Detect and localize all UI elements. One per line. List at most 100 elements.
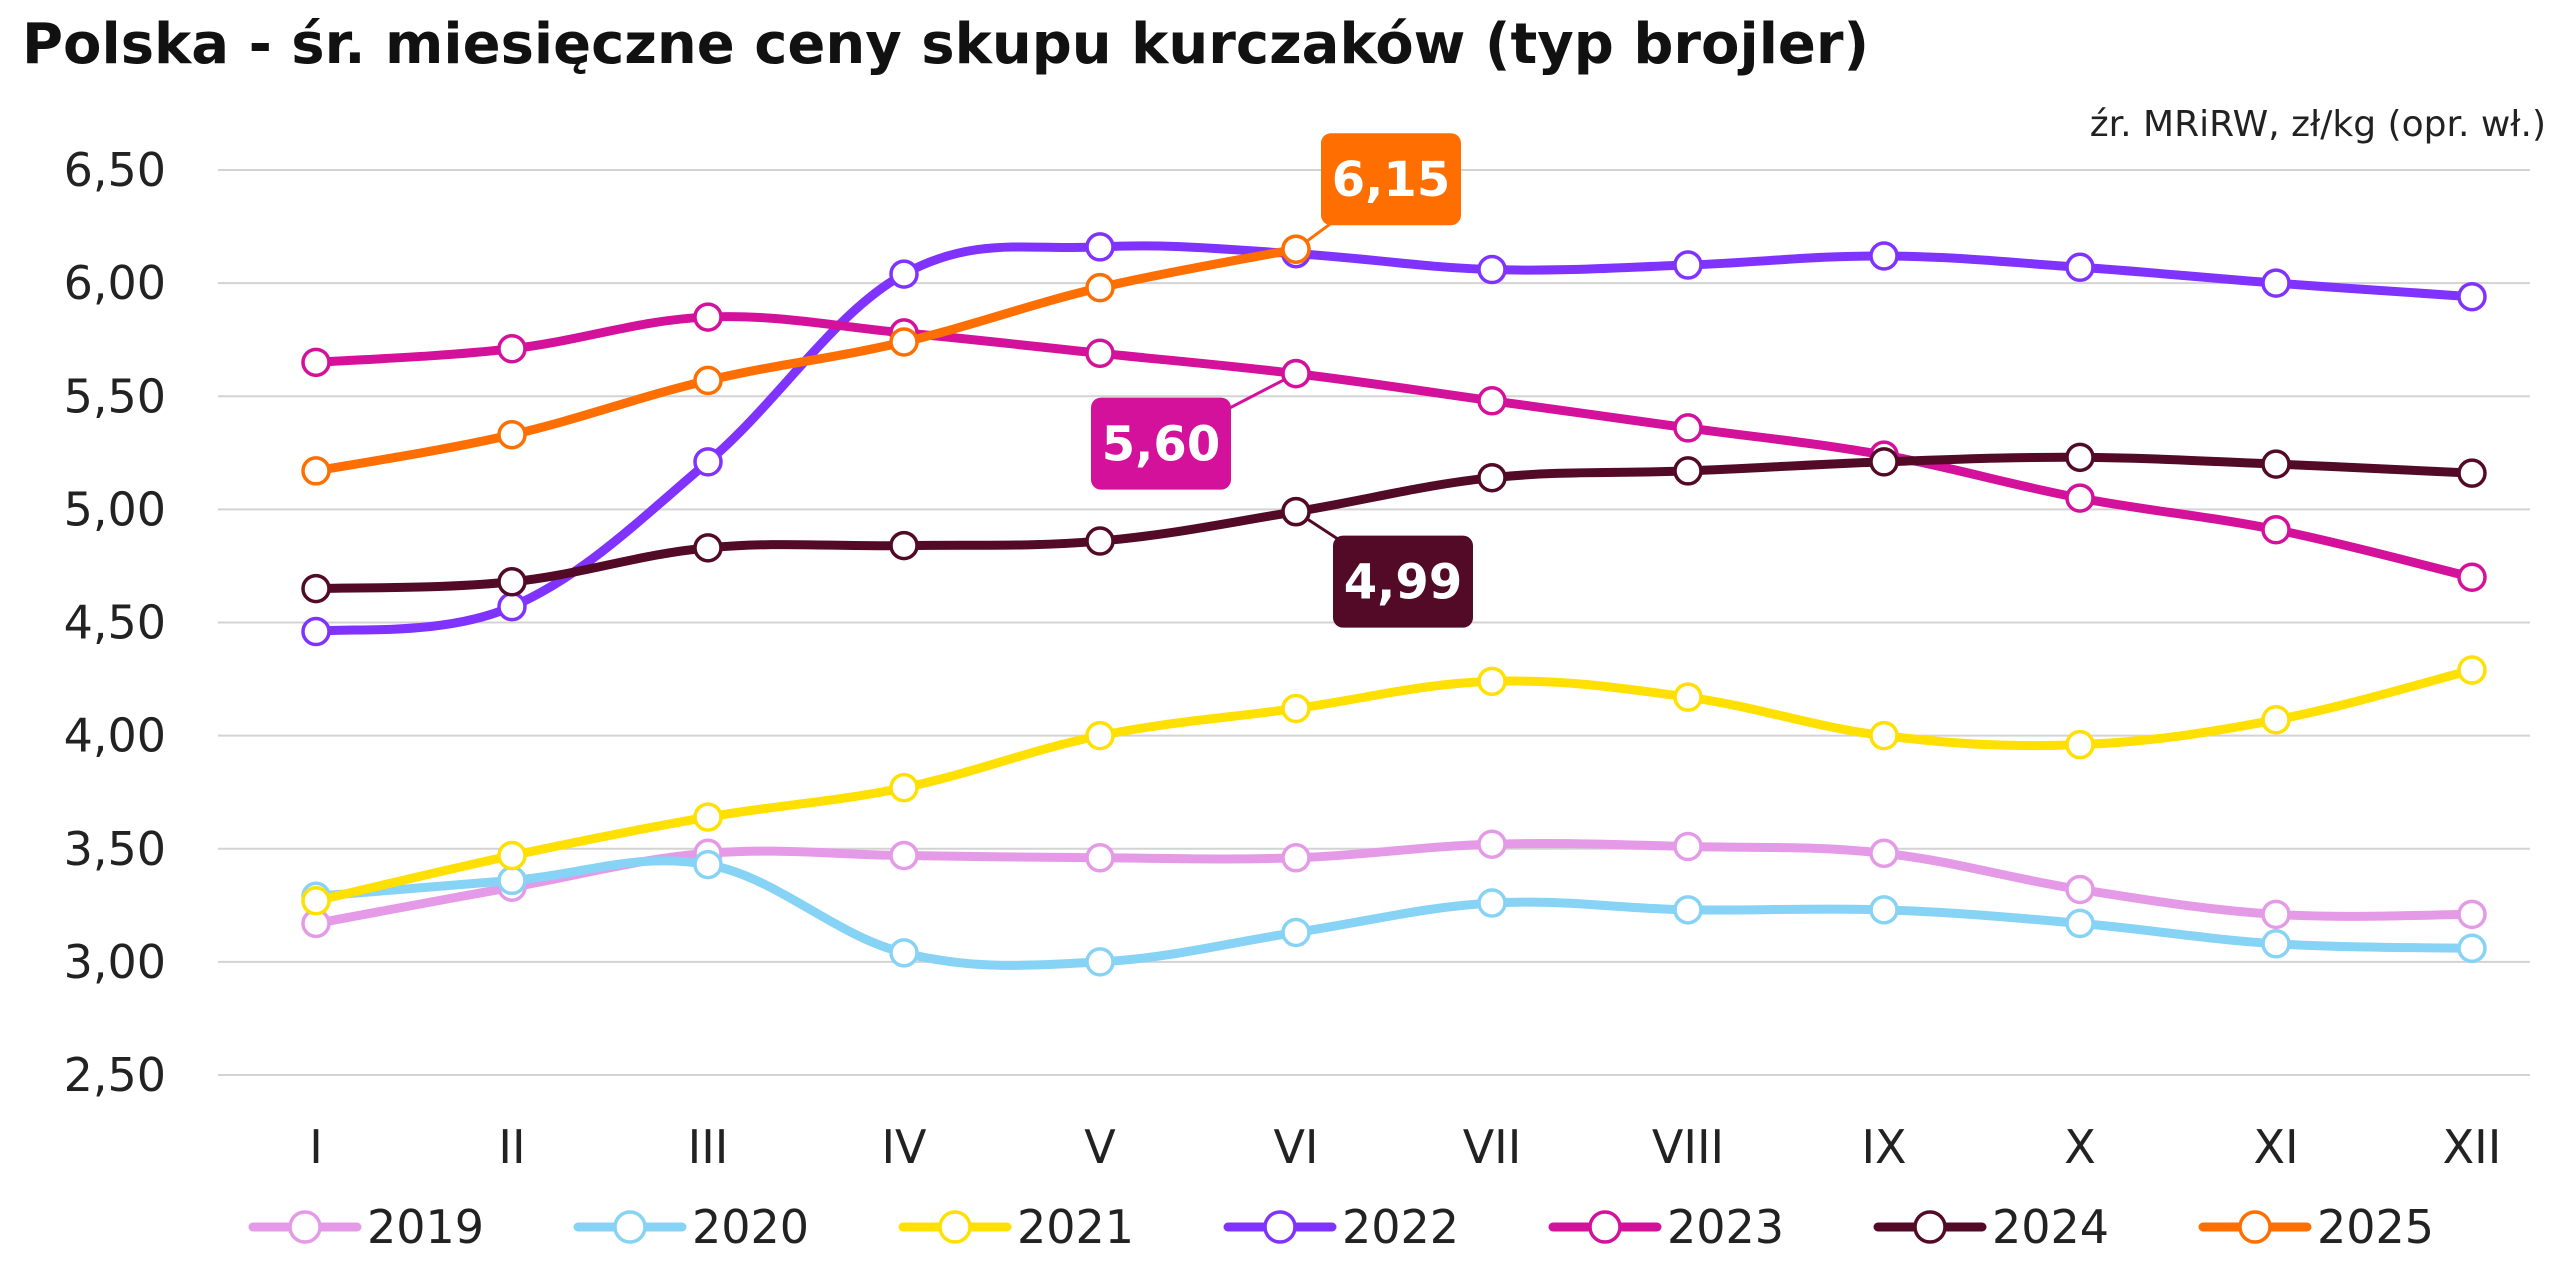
x-tick-label: X [2064,1120,2096,1174]
legend-label: 2020 [692,1200,809,1254]
data-point [693,447,723,477]
legend-label: 2024 [1992,1200,2109,1254]
data-point [1281,843,1311,873]
y-axis-ticks: 2,50 3,00 3,50 4,00 4,50 5,00 5,50 6,00 6,50 [64,143,166,1102]
data-point [1673,831,1703,862]
data-point [301,573,331,604]
data-point [1085,720,1115,751]
data-point [2261,514,2291,545]
data-point [2261,705,2291,735]
data-point [1281,234,1311,264]
legend-item-2019: 2019 [248,1200,484,1254]
callout-label: 5,60 [1102,417,1220,473]
data-point [2261,449,2291,479]
data-point [1673,895,1703,925]
data-point [1477,829,1507,859]
y-tick-label: 5,00 [64,482,166,536]
legend: 2019 2020 2021 2022 2023 2024 2025 [248,1200,2434,1254]
x-tick-label: VI [1273,1120,1318,1174]
data-point [889,938,919,968]
data-point [1085,843,1115,873]
data-point [1673,682,1703,712]
data-point [1673,250,1703,280]
data-point [1477,386,1507,416]
data-point [1085,947,1115,977]
data-point [1477,888,1507,918]
data-point [2457,933,2487,964]
data-point [497,419,527,450]
callout-box [1321,133,1461,226]
chart-subtitle: źr. MRiRW, zł/kg (opr. wł.) [2089,104,2546,145]
callout-box [1333,535,1473,628]
data-point [1869,447,1899,477]
x-axis-ticks: I II III IV V VI VII VIII IX X XI XII [309,1120,2501,1174]
data-point [2065,874,2095,905]
series-line [311,856,2477,970]
legend-marker [938,1210,972,1244]
data-point [1869,720,1899,751]
y-tick-label: 3,50 [64,822,166,876]
data-point [1477,462,1507,493]
series-2019 [301,829,2487,939]
series-2023 [301,302,2487,592]
data-point [497,840,527,871]
data-point [1869,895,1899,925]
chart-title: Polska - śr. miesięczne ceny skupu kurcz… [22,12,1870,77]
data-point [1085,232,1115,262]
data-point [1477,666,1507,697]
data-point [1281,693,1311,724]
data-point [1085,272,1115,303]
x-tick-label: XI [2253,1120,2298,1174]
x-tick-label: II [498,1120,525,1174]
data-point [1673,413,1703,443]
data-point [2065,908,2095,939]
legend-marker [1588,1210,1622,1244]
series-2020 [301,849,2487,977]
data-point [497,333,527,364]
legend-item-2023: 2023 [1548,1200,1784,1254]
y-tick-label: 2,50 [64,1048,166,1102]
data-point [693,533,723,563]
data-point [1281,496,1311,527]
series-line [311,244,1301,476]
data-point [2261,929,2291,959]
x-tick-label: VIII [1652,1120,1724,1174]
data-point [1869,838,1899,869]
data-point [1281,358,1311,389]
callout-label: 6,15 [1332,152,1450,208]
callout-2023: 5,60 [1091,358,1311,490]
data-point [301,616,331,647]
data-point [1281,917,1311,948]
data-point [497,591,527,622]
data-point [301,347,331,378]
legend-label: 2021 [1017,1200,1134,1254]
y-tick-label: 5,50 [64,369,166,423]
data-point [693,802,723,832]
x-tick-label: XII [2443,1120,2502,1174]
data-point [1673,456,1703,486]
legend-marker [1913,1210,1947,1244]
data-point [889,772,919,803]
legend-marker [1263,1210,1297,1244]
data-point [2457,458,2487,488]
data-point [497,567,527,597]
callout-2024: 4,99 [1281,496,1473,628]
data-point [2261,899,2291,930]
data-point [1477,254,1507,285]
y-tick-label: 3,00 [64,935,166,989]
legend-marker [288,1210,322,1244]
y-tick-label: 6,50 [64,143,166,197]
data-point [2457,655,2487,685]
legend-label: 2019 [367,1200,484,1254]
y-tick-label: 4,50 [64,596,166,650]
data-point [2065,252,2095,283]
series-line [311,312,2477,582]
data-point [301,456,331,486]
legend-label: 2023 [1667,1200,1784,1254]
callout-box [1091,397,1231,490]
data-point [2261,268,2291,298]
data-point [1869,241,1899,271]
data-point [889,530,919,561]
data-point [2457,281,2487,312]
